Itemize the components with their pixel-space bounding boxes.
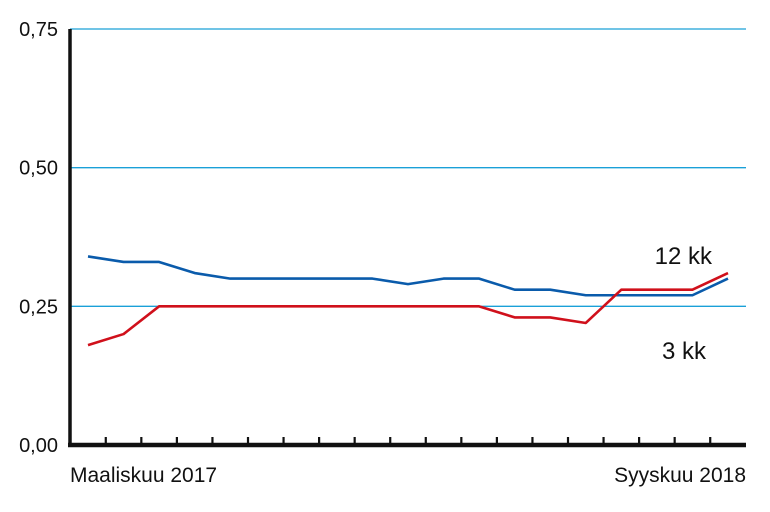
axes	[68, 29, 746, 448]
y-tick-label: 0,50	[19, 158, 58, 180]
x-axis-start-label: Maaliskuu 2017	[70, 464, 217, 487]
y-tick-label: 0,75	[19, 19, 58, 41]
series-label-12kk: 12 kk	[655, 243, 713, 270]
series-line-0	[87, 255, 729, 297]
series-lines	[87, 255, 729, 347]
y-tick-labels: 0,00 0,25 0,50 0,75	[19, 19, 58, 457]
series-label-3kk: 3 kk	[662, 338, 707, 365]
x-ticks	[104, 437, 712, 445]
x-axis-end-label: Syyskuu 2018	[614, 464, 746, 487]
series-line-1	[87, 271, 729, 347]
y-tick-label: 0,25	[19, 296, 58, 318]
y-tick-label: 0,00	[19, 435, 58, 457]
